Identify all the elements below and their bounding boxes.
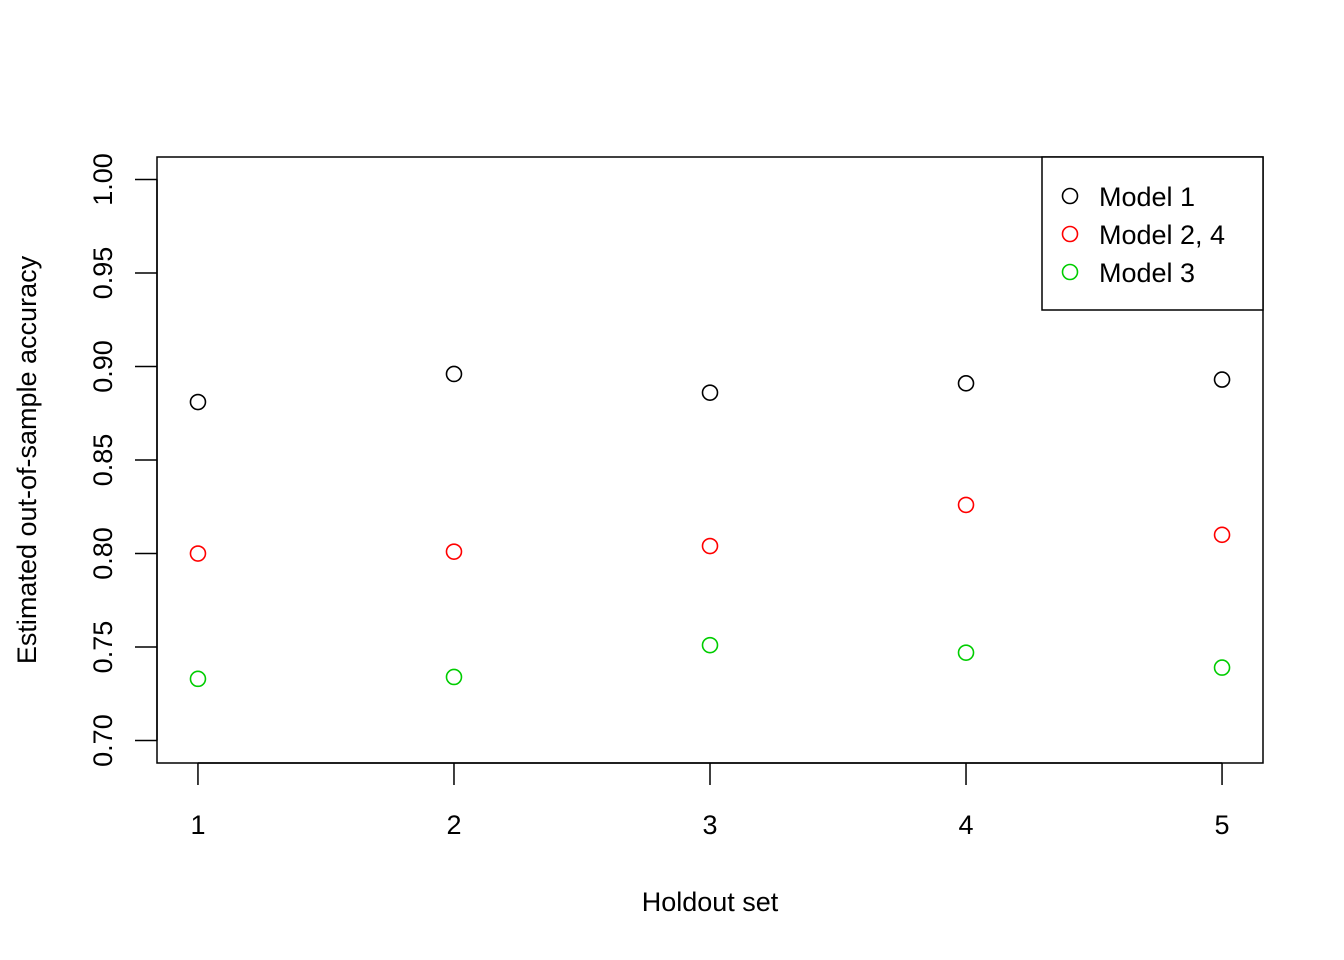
data-point [701,384,719,401]
x-tick-label: 4 [959,810,974,840]
data-point [189,545,207,562]
y-tick-label: 0.85 [88,434,118,487]
legend-marker [1061,263,1079,281]
data-point [701,636,719,654]
data-point [957,375,975,392]
data-point [189,670,207,688]
data-point [445,668,463,686]
data-point [445,365,463,383]
legend-box [1041,156,1264,311]
y-axis: 0.70 0.75 0.80 0.85 0.90 0.95 1.00 [88,153,158,767]
legend-marker [1061,225,1079,243]
legend: Model 1 Model 2, 4 Model 3 [1041,156,1264,311]
data-point [1213,659,1231,676]
y-tick-label: 0.90 [88,340,118,393]
data-point [1213,371,1231,388]
data-point [1213,526,1231,544]
x-tick-label: 1 [190,810,205,840]
data-point [701,537,719,555]
y-axis-title: Estimated out-of-sample accuracy [12,255,42,664]
y-tick-label: 0.95 [88,247,118,300]
y-tick-label: 1.00 [88,153,118,206]
legend-label: Model 3 [1099,258,1195,288]
y-tick-label: 0.70 [88,714,118,767]
data-points [189,365,1231,688]
x-axis: 1 2 3 4 5 [190,762,1230,840]
data-point [957,496,975,514]
y-tick-label: 0.75 [88,621,118,674]
legend-label: Model 2, 4 [1099,220,1225,250]
data-point [189,393,207,411]
x-tick-label: 5 [1215,810,1230,840]
x-tick-label: 3 [702,810,717,840]
legend-label: Model 1 [1099,182,1195,212]
y-tick-label: 0.80 [88,527,118,580]
data-point [957,644,975,661]
data-point [445,543,463,560]
x-tick-label: 2 [446,810,461,840]
legend-marker [1061,187,1079,205]
x-axis-title: Holdout set [642,887,779,917]
